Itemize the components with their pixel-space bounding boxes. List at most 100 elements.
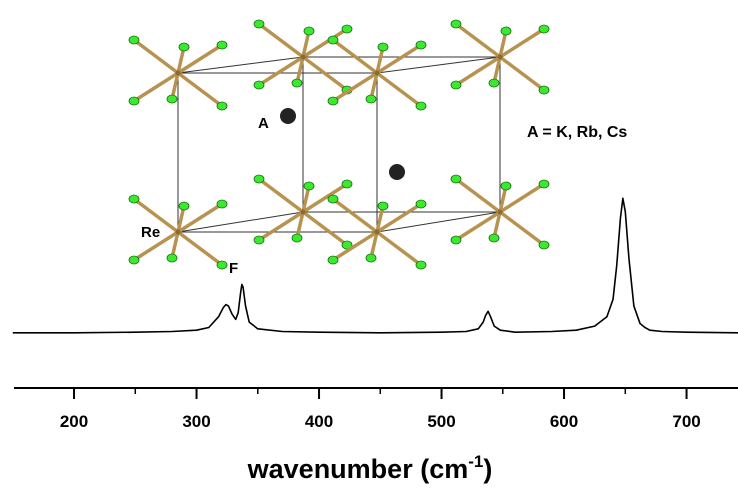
re-f-bond: [498, 182, 546, 214]
f-atom: [291, 233, 303, 243]
re-f-bond: [498, 29, 508, 59]
cell-edge: [177, 211, 304, 233]
f-atom: [450, 174, 462, 184]
x-axis-title-text: wavenumber (cm: [247, 454, 469, 484]
f-atom: [488, 78, 500, 88]
f-atom: [253, 80, 265, 90]
re-atom: [300, 209, 306, 215]
f-atom: [178, 42, 190, 52]
f-atom: [488, 233, 500, 243]
re-f-bond: [498, 184, 508, 214]
re-f-bond: [170, 230, 180, 260]
re-f-bond: [176, 45, 186, 75]
f-atom: [327, 255, 339, 265]
re-f-bond: [132, 197, 180, 234]
re-f-bond: [454, 55, 502, 87]
x-tick-label: 400: [305, 412, 333, 431]
re-f-bond: [498, 210, 546, 247]
f-atom: [178, 201, 190, 211]
re-f-bond: [369, 230, 379, 260]
cell-edge: [376, 211, 501, 233]
re-f-bond: [498, 27, 546, 59]
re-atom: [175, 70, 181, 76]
x-tick-label: 700: [672, 412, 700, 431]
a-atom: [389, 164, 405, 180]
re-f-bond: [295, 55, 305, 85]
re-atom: [497, 209, 503, 215]
re-f-bond: [301, 182, 349, 214]
f-atom: [365, 253, 377, 263]
f-atom: [538, 179, 550, 189]
re-atom: [374, 70, 380, 76]
f-atom: [327, 96, 339, 106]
re-f-bond: [375, 230, 423, 267]
f-atom: [166, 94, 178, 104]
f-atom: [327, 35, 339, 45]
re-f-bond: [375, 71, 423, 108]
re-f-bond: [176, 43, 224, 75]
f-atom: [538, 24, 550, 34]
re-atom: [300, 54, 306, 60]
re-f-bond: [375, 45, 385, 75]
f-atom: [291, 78, 303, 88]
f-atom: [365, 94, 377, 104]
re-f-bond: [176, 230, 224, 267]
f-atom: [128, 255, 140, 265]
re-f-bond: [369, 71, 379, 101]
f-atom: [450, 19, 462, 29]
re-f-bond: [492, 55, 502, 85]
x-axis-title-sup: -1: [468, 452, 483, 471]
re-f-bond: [492, 210, 502, 240]
x-tick-label: 500: [427, 412, 455, 431]
f-atom: [327, 194, 339, 204]
re-f-bond: [257, 55, 305, 87]
annotation: A: [258, 115, 269, 132]
re-atom: [175, 229, 181, 235]
f-atom: [341, 179, 353, 189]
cell-edge: [376, 56, 501, 74]
f-atom: [500, 181, 512, 191]
x-tick-label: 300: [182, 412, 210, 431]
re-f-bond: [331, 197, 379, 234]
f-atom: [253, 174, 265, 184]
re-f-bond: [454, 22, 502, 59]
re-f-bond: [132, 38, 180, 75]
re-f-bond: [375, 43, 423, 75]
f-atom: [377, 42, 389, 52]
f-atom: [450, 80, 462, 90]
f-atom: [166, 253, 178, 263]
re-f-bond: [375, 204, 385, 234]
re-f-bond: [132, 71, 180, 103]
re-f-bond: [170, 71, 180, 101]
re-f-bond: [331, 230, 379, 262]
re-f-bond: [454, 210, 502, 242]
f-atom: [500, 26, 512, 36]
annotation: F: [229, 260, 238, 277]
x-axis-title: wavenumber (cm-1): [247, 452, 493, 484]
f-atom: [341, 240, 353, 250]
annotation: A = K, Rb, Cs: [527, 124, 627, 141]
f-atom: [253, 235, 265, 245]
re-atom: [374, 229, 380, 235]
f-atom: [128, 35, 140, 45]
x-tick-label: 600: [550, 412, 578, 431]
f-atom: [538, 85, 550, 95]
f-atom: [341, 24, 353, 34]
f-atom: [415, 101, 427, 111]
f-atom: [538, 240, 550, 250]
x-axis-title-text: ): [483, 454, 492, 484]
re-f-bond: [375, 202, 423, 234]
f-atom: [128, 194, 140, 204]
re-f-bond: [331, 38, 379, 75]
f-atom: [128, 96, 140, 106]
crystal-structure: [128, 19, 550, 270]
re-f-bond: [498, 55, 546, 92]
re-f-bond: [301, 184, 311, 214]
re-f-bond: [301, 55, 349, 92]
f-atom: [253, 19, 265, 29]
f-atom: [216, 101, 228, 111]
re-f-bond: [257, 177, 305, 214]
a-atom: [280, 108, 296, 124]
re-f-bond: [176, 204, 186, 234]
